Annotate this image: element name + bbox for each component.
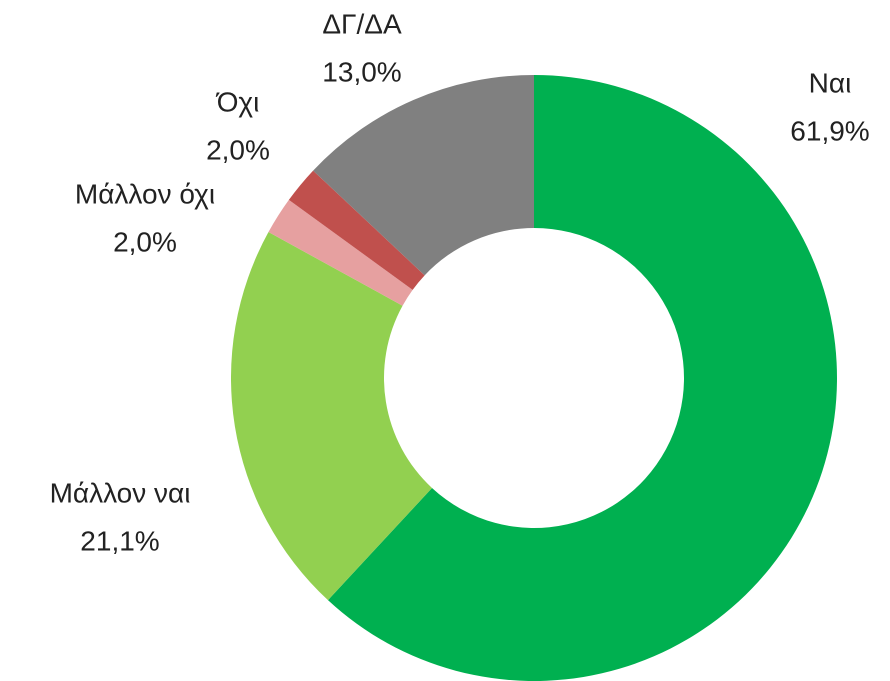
slice-category-label: Μάλλον όχι — [75, 178, 215, 209]
slice-value-label: 61,9% — [790, 115, 869, 146]
slice-value-label: 2,0% — [206, 134, 270, 165]
slice-category-label: ΔΓ/ΔΑ — [322, 8, 402, 39]
donut-slice — [288, 170, 425, 290]
slice-category-label: Όχι — [216, 86, 260, 117]
donut-slice — [327, 75, 837, 681]
donut-slice — [313, 75, 534, 276]
slice-value-label: 2,0% — [113, 226, 177, 257]
donut-slice — [268, 199, 413, 306]
slice-category-label: Ναι — [809, 67, 852, 98]
slice-value-label: 21,1% — [80, 525, 159, 556]
slice-value-label: 13,0% — [322, 56, 401, 87]
slice-category-label: Μάλλον ναι — [50, 477, 191, 508]
donut-slice — [230, 232, 433, 601]
